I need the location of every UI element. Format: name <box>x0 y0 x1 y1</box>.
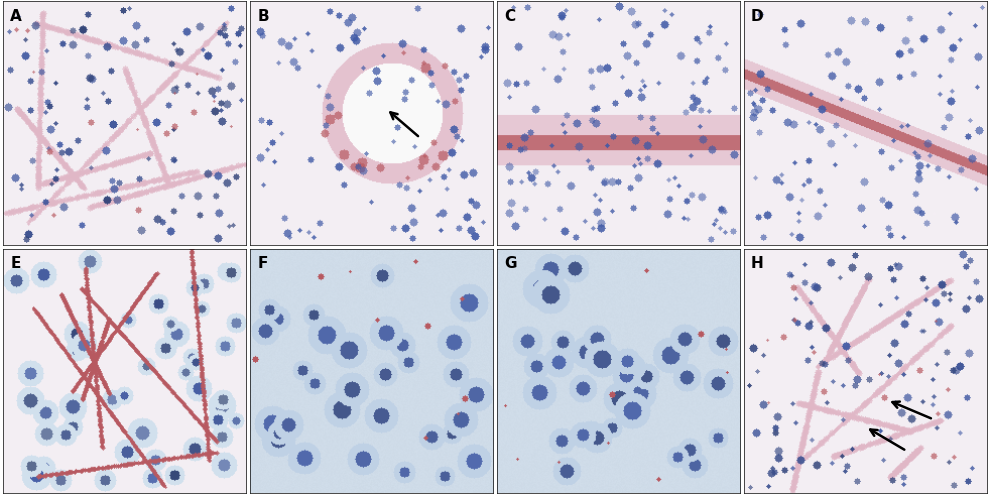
Text: G: G <box>504 256 517 271</box>
Text: H: H <box>751 256 764 271</box>
Text: F: F <box>257 256 267 271</box>
Text: D: D <box>751 9 763 24</box>
Text: B: B <box>257 9 269 24</box>
Text: C: C <box>504 9 515 24</box>
Text: A: A <box>10 9 22 24</box>
Text: E: E <box>10 256 21 271</box>
